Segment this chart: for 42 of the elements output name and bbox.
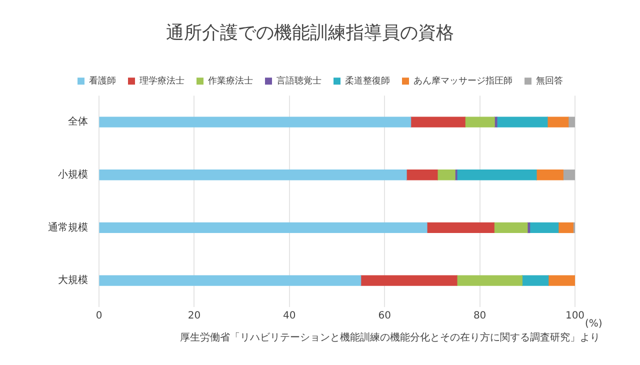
bar (496, 116, 548, 128)
bar (558, 222, 574, 234)
legend-label: 言語聴覚士 (276, 75, 322, 86)
x-tick-label: 100 (565, 310, 585, 322)
bar (99, 222, 428, 234)
y-tick-label: 小規模 (58, 168, 88, 180)
x-tick-label: 60 (378, 310, 391, 322)
x-tick-label: 20 (188, 310, 201, 322)
legend-label: あん摩マッサージ指圧師 (414, 75, 512, 86)
legend-label: 理学療法士 (140, 75, 184, 86)
x-tick-label: 80 (473, 310, 486, 322)
y-tick-label: 大規模 (58, 274, 88, 286)
bar (522, 275, 549, 286)
x-tick-label: 0 (96, 310, 102, 322)
legend-label: 柔道整復師 (345, 75, 390, 86)
bar (406, 170, 438, 180)
bar (426, 222, 494, 234)
legend-label: 看護師 (89, 75, 116, 86)
x-axis-title: (%) (585, 318, 602, 330)
bar (562, 170, 575, 180)
bar (456, 275, 522, 286)
bar (360, 275, 458, 286)
bar (456, 170, 537, 180)
bar (437, 170, 456, 180)
x-tick-label: 40 (283, 310, 296, 322)
text: 厚生労働省「リハビリテーションと機能訓練の機能分化とその在り方に関する調査研究」より (180, 332, 600, 344)
y-tick-label: 通常規模 (48, 221, 88, 234)
bar (529, 222, 559, 234)
bar (99, 116, 412, 128)
legend-label: 作業療法士 (207, 75, 253, 86)
bar (99, 170, 407, 180)
legend-label: 無回答 (536, 75, 563, 86)
bar (536, 170, 564, 180)
bar (547, 116, 569, 128)
bar (568, 116, 575, 128)
bar (494, 222, 528, 234)
chart-title: 通所介護での機能訓練指導員の資格 (166, 22, 454, 44)
y-tick-label: 全体 (68, 116, 88, 128)
bar (548, 275, 575, 286)
bar (99, 275, 362, 286)
bar (410, 116, 466, 128)
bar (464, 116, 495, 128)
